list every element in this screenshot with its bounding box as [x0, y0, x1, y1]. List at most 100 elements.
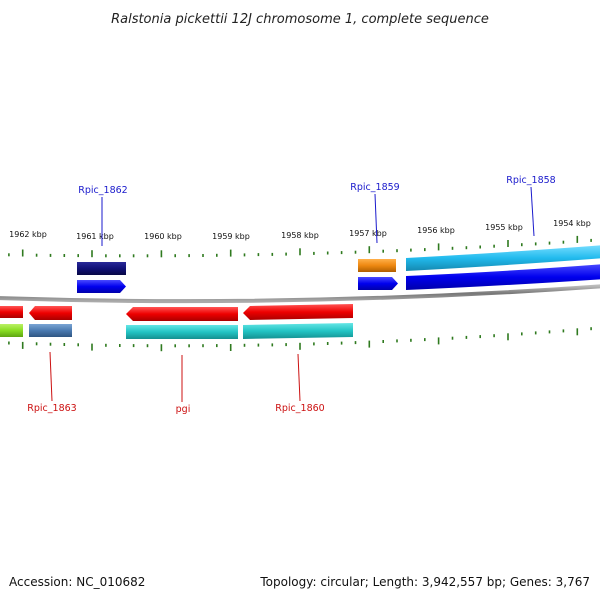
minor-tick: [63, 254, 66, 257]
major-tick: [229, 344, 232, 351]
tick-label: 1954 kbp: [553, 219, 591, 228]
minor-tick: [49, 253, 52, 257]
gene-label-rpic-1862[interactable]: Rpic_1862: [78, 185, 127, 196]
major-tick: [91, 250, 93, 258]
major-tick: [229, 249, 232, 257]
minor-tick: [326, 342, 329, 345]
major-tick: [91, 343, 93, 351]
gene-label-rpic-1863[interactable]: Rpic_1863: [27, 403, 76, 414]
topology-summary: Topology: circular; Length: 3,942,557 bp…: [259, 575, 590, 589]
major-tick: [368, 246, 371, 254]
minor-tick: [77, 343, 79, 347]
minor-tick: [451, 336, 454, 340]
minor-tick: [340, 341, 343, 345]
bottom-gene-labels: Rpic_1863 pgi Rpic_1860: [27, 351, 325, 415]
leader-line: [530, 186, 535, 237]
gene-rpic-1859-cds[interactable]: [358, 259, 396, 272]
major-tick: [299, 248, 301, 256]
minor-tick: [313, 342, 315, 346]
minor-tick: [493, 334, 495, 338]
tick-dots-bottom: [8, 327, 592, 352]
major-tick: [368, 340, 371, 348]
gene-rpic-1859-arrow[interactable]: [358, 277, 398, 290]
minor-tick: [382, 340, 384, 343]
minor-tick: [548, 330, 551, 334]
gene-rpic-1862-arrow[interactable]: [77, 280, 126, 293]
minor-tick: [396, 339, 398, 343]
gene-rpic-1858-arrow[interactable]: [406, 264, 600, 290]
minor-tick: [202, 344, 204, 348]
gene-label-rpic-1860[interactable]: Rpic_1860: [275, 403, 324, 414]
gene-rpic-1860-arrow[interactable]: [243, 304, 353, 320]
minor-tick: [285, 343, 287, 347]
major-tick: [299, 342, 301, 350]
gene-rpic-1858-cds[interactable]: [406, 245, 600, 271]
major-tick: [160, 344, 163, 352]
minor-tick: [479, 335, 481, 339]
minor-tick: [202, 254, 204, 257]
minor-tick: [188, 344, 190, 348]
tick-label: 1960 kbp: [144, 232, 182, 241]
gene-label-rpic-1859[interactable]: Rpic_1859: [350, 182, 399, 193]
major-tick: [21, 249, 24, 257]
minor-tick: [326, 251, 329, 255]
minor-tick: [119, 344, 121, 347]
tick-label: 1957 kbp: [349, 229, 387, 238]
minor-tick: [424, 248, 426, 252]
map-title: Ralstonia pickettii 12J chromosome 1, co…: [111, 12, 489, 27]
minor-tick: [590, 238, 592, 242]
gene-pgi-cds[interactable]: [126, 325, 238, 339]
tick-label: 1956 kbp: [417, 226, 455, 235]
major-tick: [507, 333, 509, 341]
minor-tick: [63, 343, 66, 346]
minor-tick: [146, 344, 149, 348]
gene-label-rpic-1858[interactable]: Rpic_1858: [506, 175, 555, 186]
leader-line: [49, 351, 53, 402]
leader-line: [374, 193, 378, 244]
minor-tick: [562, 329, 565, 333]
minor-tick: [548, 241, 551, 245]
gene-rpic-1862-cds[interactable]: [77, 262, 126, 275]
minor-tick: [257, 253, 260, 257]
gene-left-edge-arrow[interactable]: [0, 306, 23, 318]
minor-tick: [77, 254, 79, 258]
minor-tick: [243, 343, 246, 347]
major-tick: [437, 243, 440, 251]
minor-tick: [382, 249, 384, 253]
gene-left-edge-cds[interactable]: [0, 324, 23, 337]
minor-tick: [271, 343, 274, 347]
tick-label: 1959 kbp: [212, 232, 250, 241]
minor-tick: [174, 254, 176, 258]
minor-tick: [285, 252, 287, 256]
top-gene-labels: Rpic_1862 Rpic_1859 Rpic_1858: [78, 175, 556, 246]
minor-tick: [493, 244, 495, 248]
tick-label: 1962 kbp: [9, 230, 47, 239]
tick-label: 1961 kbp: [76, 232, 114, 241]
minor-tick: [105, 343, 107, 347]
gene-pgi-arrow[interactable]: [126, 307, 238, 321]
gene-rpic-1863-cds[interactable]: [29, 324, 72, 337]
tick-label: 1955 kbp: [485, 223, 523, 232]
leader-line: [297, 353, 301, 402]
minor-tick: [313, 251, 315, 255]
minor-tick: [396, 249, 398, 253]
minor-tick: [35, 342, 38, 346]
major-tick: [576, 235, 579, 243]
tick-labels: 1962 kbp 1961 kbp 1960 kbp 1959 kbp 1958…: [9, 219, 591, 241]
gene-rpic-1863-arrow[interactable]: [29, 306, 72, 320]
minor-tick: [49, 342, 52, 346]
minor-tick: [465, 335, 468, 339]
minor-tick: [340, 251, 343, 255]
gene-rpic-1860-cds[interactable]: [243, 323, 353, 339]
minor-tick: [257, 343, 260, 347]
major-tick: [507, 240, 509, 247]
minor-tick: [216, 253, 218, 257]
accession-text: Accession: NC_010682: [9, 575, 145, 589]
minor-tick: [354, 250, 357, 254]
minor-tick: [465, 246, 468, 250]
minor-tick: [132, 254, 135, 258]
minor-tick: [562, 240, 565, 244]
gene-label-pgi[interactable]: pgi: [176, 404, 191, 415]
minor-tick: [534, 331, 537, 335]
